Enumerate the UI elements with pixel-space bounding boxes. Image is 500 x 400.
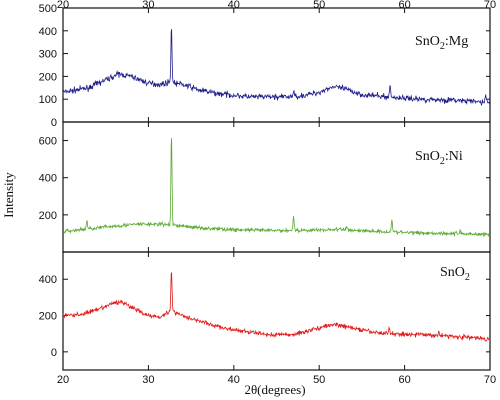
y-tick-label: 500 xyxy=(39,3,57,15)
x-tick-label: 40 xyxy=(228,374,240,386)
x-tick-label: 30 xyxy=(142,374,154,386)
x-tick-label-top: 50 xyxy=(313,0,325,11)
panel-frame xyxy=(62,121,491,253)
x-tick-label: 60 xyxy=(398,374,410,386)
x-tick-label: 20 xyxy=(57,374,69,386)
panel-frame xyxy=(62,251,491,371)
panel-0: 0 100 200 300 400 500 SnO2:Mg xyxy=(39,3,491,129)
y-tick-label: 200 xyxy=(39,71,57,83)
series-line xyxy=(62,138,491,238)
y-tick-label: 400 xyxy=(39,274,57,286)
y-tick-label: 200 xyxy=(39,311,57,323)
bottom-x-axis: 20 30 40 50 60 70 xyxy=(57,117,496,386)
series-line xyxy=(62,272,491,342)
x-tick-label-top: 60 xyxy=(398,0,410,11)
x-tick-label-top: 20 xyxy=(57,0,69,11)
y-tick-label: 400 xyxy=(39,26,57,38)
y-tick-label: 600 xyxy=(39,136,57,148)
y-tick-label: 100 xyxy=(39,94,57,106)
x-tick-label-top: 40 xyxy=(228,0,240,11)
x-tick-label-top: 70 xyxy=(484,0,496,11)
y-tick-label: 400 xyxy=(39,173,57,185)
panels-layer: 0100200300400500SnO2:Mg200400600SnO2:Ni0… xyxy=(39,3,491,371)
x-tick-label-top: 30 xyxy=(142,0,154,11)
x-tick-label: 70 xyxy=(484,374,496,386)
y-tick-label: 300 xyxy=(39,49,57,61)
x-tick-label: 50 xyxy=(313,374,325,386)
panel-frame xyxy=(62,7,491,123)
panel-label: SnO2 xyxy=(440,265,470,283)
panel-label: SnO2:Mg xyxy=(415,34,468,52)
top-x-axis: 20 30 40 50 60 70 xyxy=(57,0,496,257)
panel-label: SnO2:Ni xyxy=(415,149,463,167)
y-tick-label: 0 xyxy=(51,347,57,359)
panel-2: 0 200 400 SnO2 xyxy=(39,251,491,371)
x-axis-title: 2θ(degrees) xyxy=(244,382,305,397)
series-line xyxy=(62,29,491,106)
y-tick-label: 0 xyxy=(51,117,57,129)
panel-1: 200 400 600 SnO2:Ni xyxy=(39,121,491,253)
y-axis-title: Intensity xyxy=(1,172,16,218)
y-tick-label: 200 xyxy=(39,210,57,222)
